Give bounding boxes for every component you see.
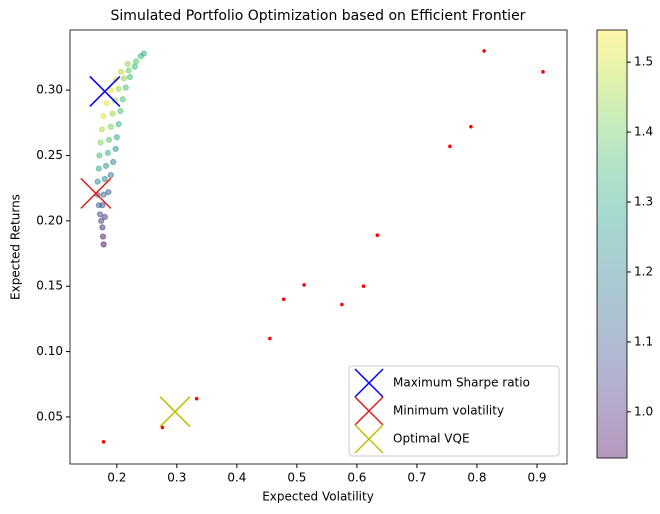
asset-point xyxy=(340,302,344,307)
portfolio-point xyxy=(101,213,108,221)
portfolio-point xyxy=(97,139,104,146)
legend-label: Minimum volatility xyxy=(393,404,504,418)
portfolio-point xyxy=(104,149,111,156)
cross-stroke xyxy=(354,396,384,426)
portfolio-point xyxy=(99,202,106,209)
portfolio-point xyxy=(100,241,107,248)
asset-point xyxy=(268,336,272,341)
cross-stroke xyxy=(80,177,112,209)
portfolio-point xyxy=(110,158,117,166)
portfolio-point xyxy=(95,165,102,172)
colorbar xyxy=(596,29,628,459)
portfolio-point xyxy=(113,134,120,141)
portfolio-point xyxy=(115,85,122,92)
legend-label: Optimal VQE xyxy=(393,432,470,446)
optimum-marker xyxy=(159,396,191,428)
portfolio-point xyxy=(102,162,110,170)
x-tick-label: 0.9 xyxy=(527,471,546,485)
y-tick-label: 0.25 xyxy=(36,148,63,162)
asset-point xyxy=(448,144,452,149)
portfolio-point xyxy=(115,121,122,128)
portfolio-point xyxy=(103,100,110,107)
cross-stroke xyxy=(354,424,384,454)
y-axis-label: Expected Returns xyxy=(9,194,23,300)
portfolio-point xyxy=(124,60,131,68)
y-tick-label: 0.10 xyxy=(36,344,63,358)
portfolio-point xyxy=(99,224,106,231)
cross-stroke xyxy=(89,75,121,107)
colorbar-tick-label: 1.0 xyxy=(634,404,653,418)
colorbar-tick-label: 1.1 xyxy=(634,334,653,348)
asset-point xyxy=(375,233,380,238)
colorbar-tick-label: 1.4 xyxy=(634,125,653,139)
portfolio-point xyxy=(126,73,134,81)
optimum-marker xyxy=(80,177,112,209)
y-tick-label: 0.20 xyxy=(36,213,63,227)
colorbar-tick-label: 1.2 xyxy=(634,264,653,278)
portfolio-point xyxy=(117,107,124,115)
asset-point xyxy=(541,70,545,74)
portfolio-point xyxy=(109,110,116,117)
legend-marker xyxy=(354,368,384,398)
x-tick-label: 0.3 xyxy=(167,471,186,485)
x-tick-label: 0.7 xyxy=(407,471,426,485)
portfolio-point xyxy=(99,233,107,240)
asset-point xyxy=(482,49,486,53)
portfolio-point xyxy=(107,87,114,94)
y-tick-label: 0.30 xyxy=(36,83,63,97)
y-tick-label: 0.15 xyxy=(36,279,63,293)
legend-label: Maximum Sharpe ratio xyxy=(393,376,530,390)
colorbar-tick-label: 1.5 xyxy=(634,55,653,69)
asset-point xyxy=(302,283,306,287)
portfolio-point xyxy=(107,123,114,130)
asset-point xyxy=(194,396,199,401)
asset-point xyxy=(469,124,473,129)
portfolio-point xyxy=(120,75,128,82)
portfolio-point xyxy=(131,63,138,70)
chart-title: Simulated Portfolio Optimization based o… xyxy=(111,8,526,24)
portfolio-point xyxy=(117,68,125,75)
portfolio-point xyxy=(122,84,129,91)
x-tick-label: 0.8 xyxy=(467,471,486,485)
cross-stroke xyxy=(354,368,384,398)
portfolio-point xyxy=(94,178,101,185)
portfolio-point xyxy=(140,50,147,57)
portfolio-point xyxy=(119,96,126,103)
portfolio-point xyxy=(105,136,113,143)
portfolio-point xyxy=(96,211,104,218)
colorbar-tick-label: 1.3 xyxy=(634,195,653,209)
portfolio-point xyxy=(112,145,119,153)
x-tick-label: 0.6 xyxy=(347,471,366,485)
asset-point xyxy=(281,297,286,302)
portfolio-point xyxy=(107,172,114,179)
legend-box xyxy=(348,365,560,457)
portfolio-point xyxy=(132,58,140,65)
x-tick-label: 0.4 xyxy=(227,471,246,485)
y-tick-label: 0.05 xyxy=(36,409,63,423)
legend-marker xyxy=(354,424,384,454)
plot-frame xyxy=(69,29,568,465)
portfolio-point xyxy=(125,67,132,74)
portfolio-point xyxy=(101,175,108,183)
portfolio-point xyxy=(98,217,105,224)
portfolio-point xyxy=(100,191,107,198)
x-axis-label: Expected Volatility xyxy=(262,490,374,504)
x-tick-label: 0.2 xyxy=(107,471,126,485)
asset-point xyxy=(361,284,366,289)
x-tick-label: 0.5 xyxy=(287,471,306,485)
cross-stroke xyxy=(159,396,191,428)
portfolio-point xyxy=(105,188,112,196)
optimum-marker xyxy=(89,75,121,107)
asset-point xyxy=(160,425,165,430)
portfolio-point xyxy=(100,113,107,120)
portfolio-point xyxy=(96,152,103,159)
portfolio-point xyxy=(98,126,105,133)
legend-marker xyxy=(354,396,384,426)
asset-point xyxy=(101,439,106,444)
